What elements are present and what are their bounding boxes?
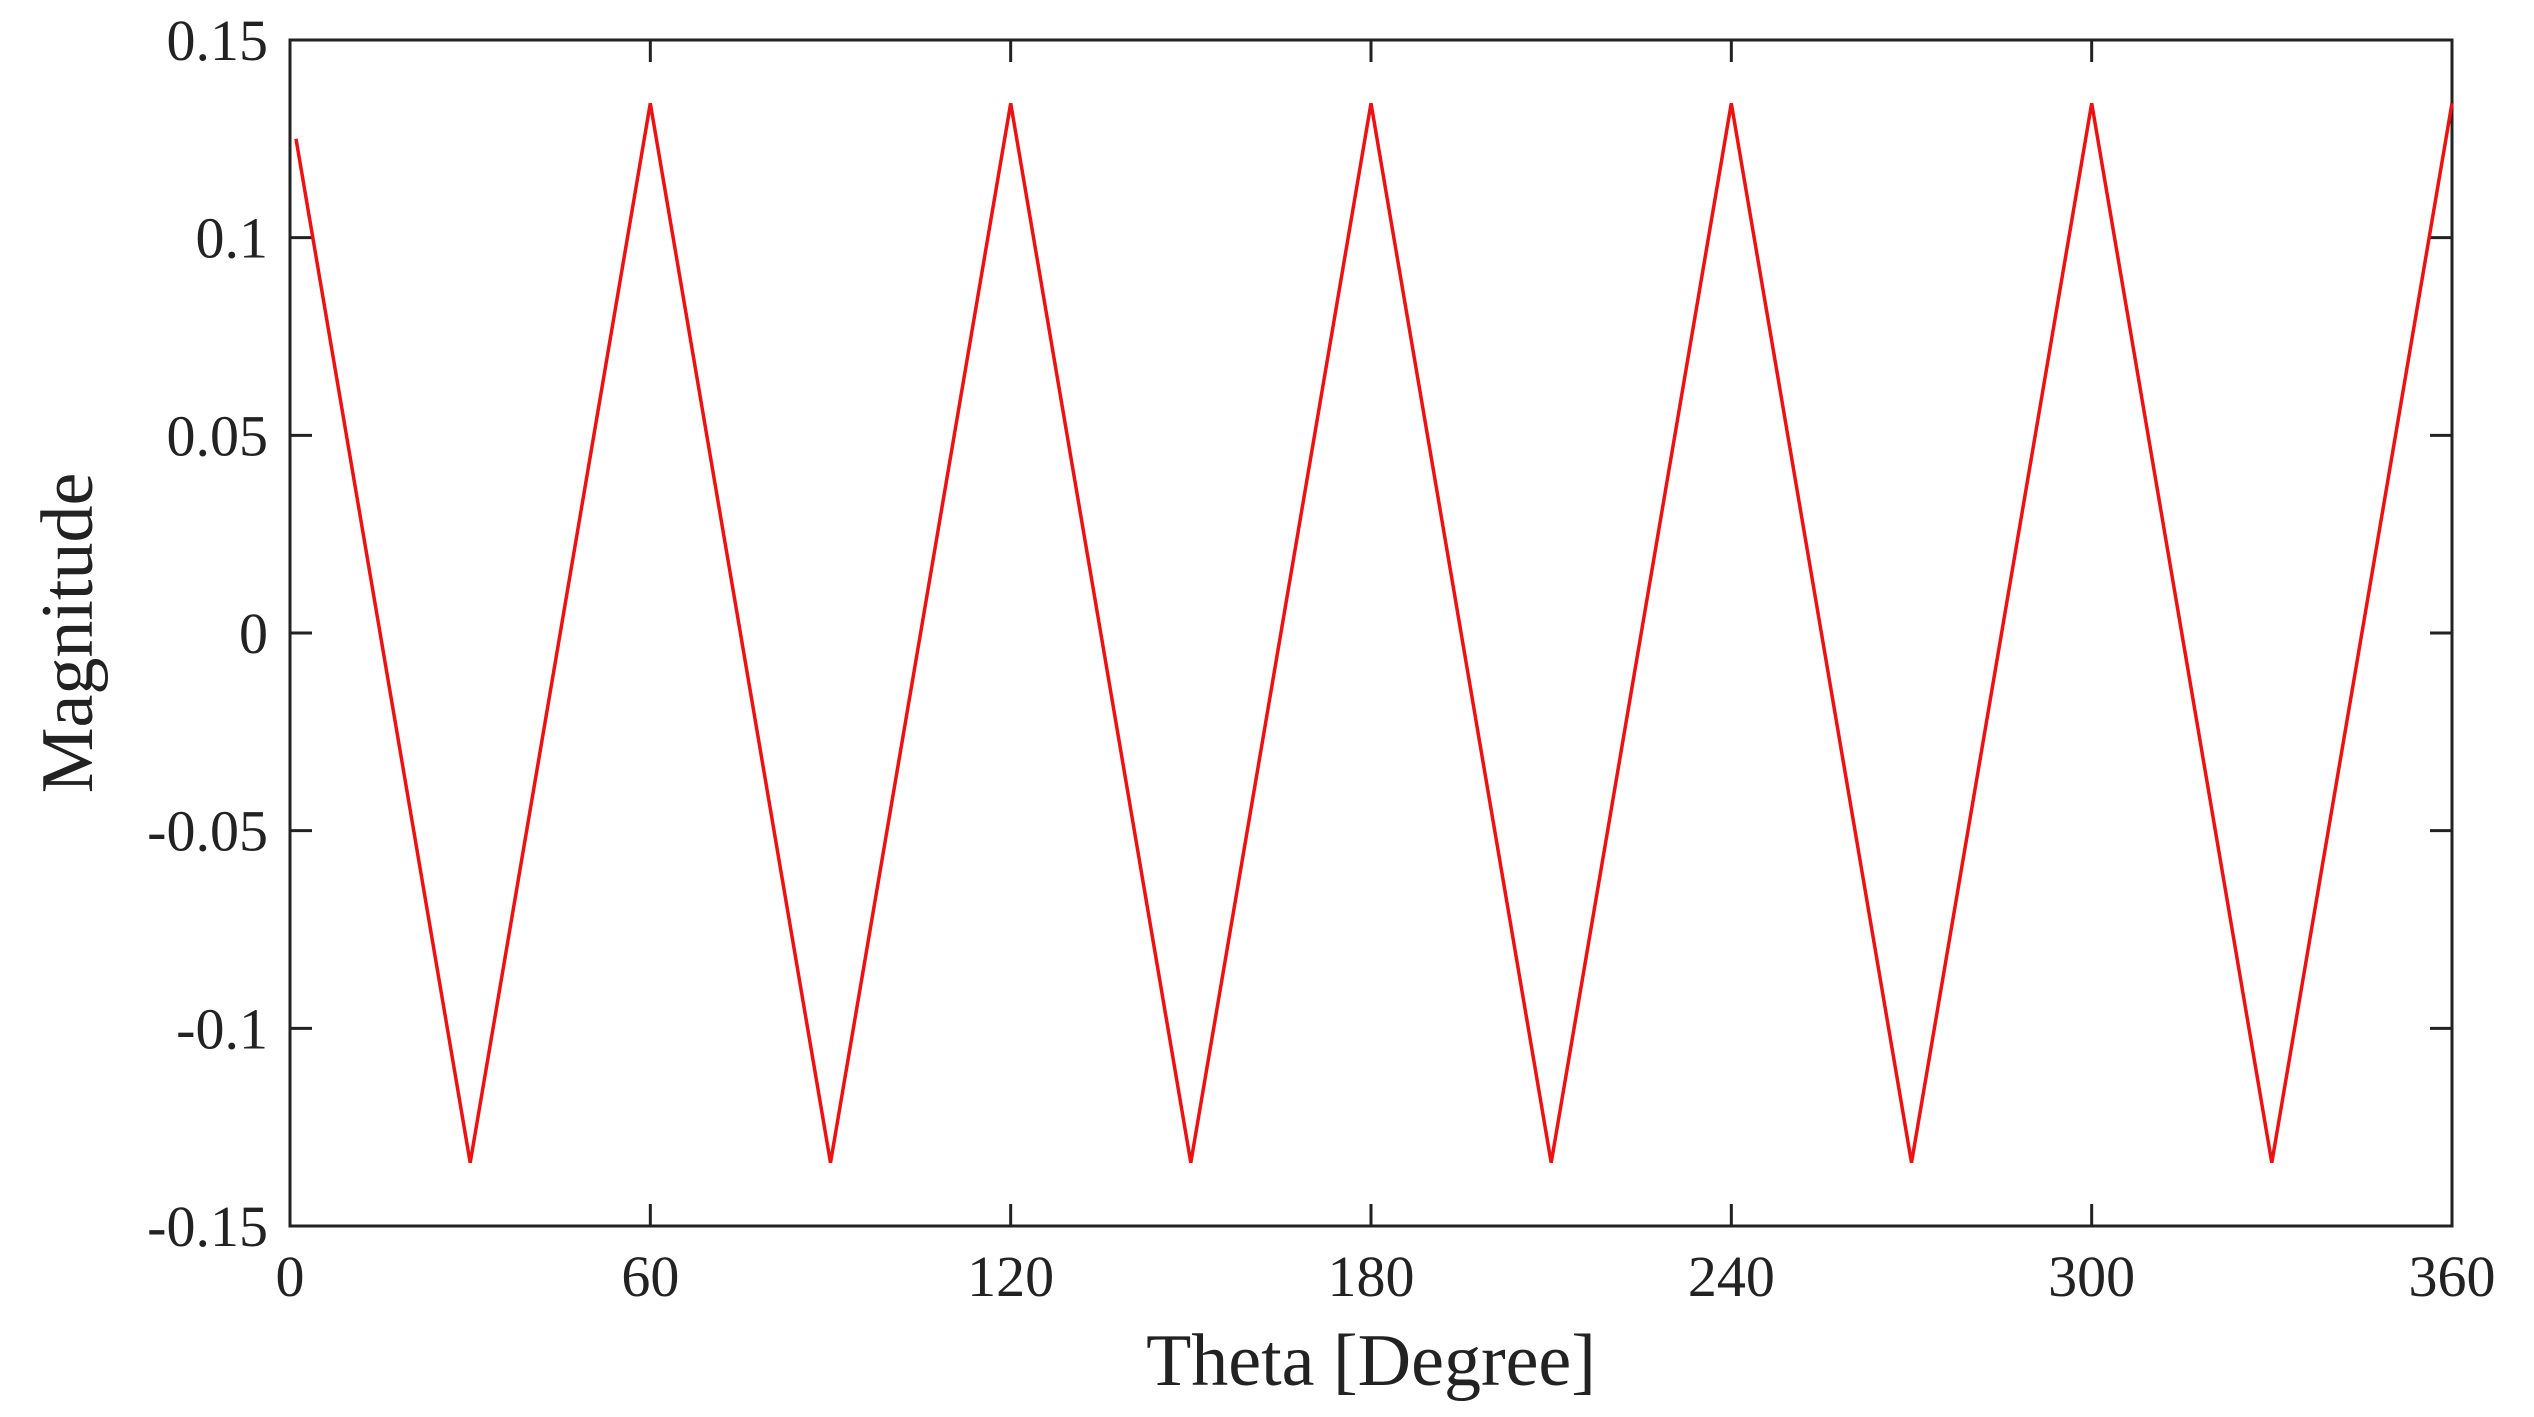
y-tick-label: 0.15 (167, 8, 269, 73)
y-tick-label: 0.05 (167, 403, 269, 468)
x-tick-label: 300 (2048, 1244, 2135, 1309)
y-tick-label: -0.1 (176, 996, 268, 1061)
x-axis-ticks: 0 60 120 180 240 300 360 (276, 40, 2496, 1309)
y-tick-label: -0.05 (147, 799, 268, 864)
x-tick-label: 60 (621, 1244, 679, 1309)
series-layer (294, 103, 2454, 1163)
x-tick-label: 360 (2409, 1244, 2496, 1309)
x-tick-label: 180 (1328, 1244, 1415, 1309)
y-axis-ticks: 0.15 0.1 0.05 0 -0.05 -0.1 -0.15 (147, 8, 2452, 1259)
plot-area (288, 38, 2454, 1228)
x-axis-title: Theta [Degree] (1146, 1320, 1596, 1402)
x-tick-label: 240 (1688, 1244, 1775, 1309)
x-tick-label: 120 (967, 1244, 1054, 1309)
plot-frame (288, 38, 2454, 1228)
x-tick-label: 0 (276, 1244, 305, 1309)
y-tick-label: 0 (239, 601, 268, 666)
series-line (294, 103, 2454, 1163)
y-tick-label: 0.1 (196, 206, 269, 271)
y-axis-title: Magnitude (27, 473, 109, 794)
y-tick-label: -0.15 (147, 1194, 268, 1259)
